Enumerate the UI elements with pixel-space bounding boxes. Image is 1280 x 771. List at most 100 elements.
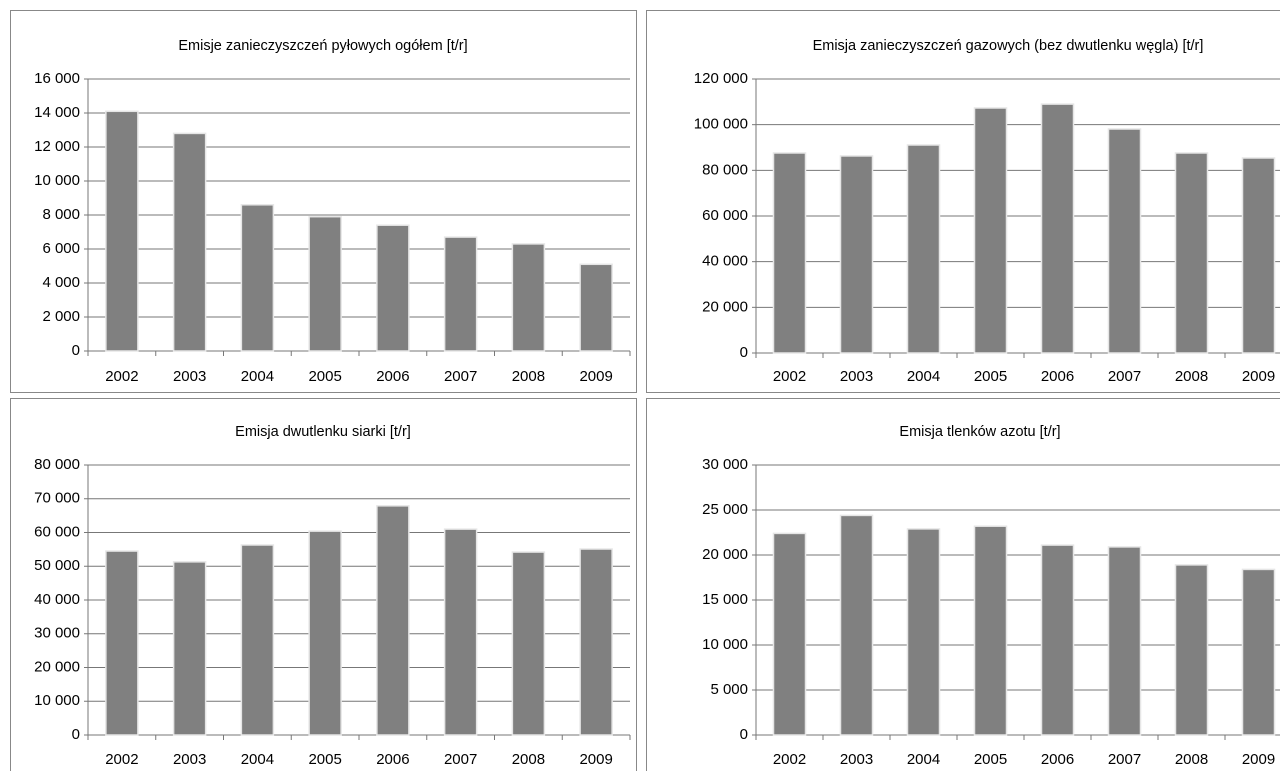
bar bbox=[973, 525, 1008, 736]
x-tick-label: 2005 bbox=[974, 368, 1007, 385]
bar bbox=[579, 263, 613, 352]
x-tick-label: 2006 bbox=[376, 368, 409, 385]
bar bbox=[105, 110, 139, 352]
x-tick-label: 2002 bbox=[105, 368, 138, 385]
y-tick-label: 100 000 bbox=[694, 116, 748, 133]
x-tick-label: 2002 bbox=[105, 751, 138, 768]
y-tick-label: 14 000 bbox=[34, 104, 80, 121]
chart-title: Emisja dwutlenku siarki [t/r] bbox=[235, 424, 411, 440]
y-tick-label: 120 000 bbox=[694, 70, 748, 87]
y-tick-label: 12 000 bbox=[34, 138, 80, 155]
bar bbox=[376, 224, 410, 352]
bar bbox=[172, 561, 207, 736]
x-tick-label: 2003 bbox=[173, 368, 206, 385]
bar bbox=[1241, 157, 1276, 354]
x-tick-label: 2009 bbox=[579, 751, 612, 768]
y-tick-label: 60 000 bbox=[702, 207, 748, 224]
chart-title: Emisje zanieczyszczeń pyłowych ogółem [t… bbox=[178, 38, 467, 54]
x-tick-label: 2003 bbox=[173, 751, 206, 768]
y-tick-label: 10 000 bbox=[34, 692, 80, 709]
y-tick-label: 60 000 bbox=[34, 523, 80, 540]
y-tick-label: 30 000 bbox=[702, 456, 748, 473]
bar bbox=[772, 152, 807, 354]
x-tick-label: 2005 bbox=[308, 368, 341, 385]
y-tick-label: 0 bbox=[740, 344, 748, 361]
bar bbox=[1174, 564, 1209, 736]
bar bbox=[973, 107, 1008, 354]
y-tick-label: 4 000 bbox=[42, 274, 80, 291]
x-tick-label: 2004 bbox=[907, 368, 940, 385]
x-tick-label: 2007 bbox=[1108, 751, 1141, 768]
y-tick-label: 6 000 bbox=[42, 240, 80, 257]
bar bbox=[1040, 544, 1075, 736]
x-tick-label: 2002 bbox=[773, 751, 806, 768]
y-tick-label: 0 bbox=[72, 342, 80, 359]
chart-title: Emisja zanieczyszczeń gazowych (bez dwut… bbox=[813, 38, 1204, 54]
bar bbox=[1241, 568, 1276, 736]
x-tick-label: 2003 bbox=[840, 368, 873, 385]
x-tick-label: 2004 bbox=[241, 368, 274, 385]
chart-title: Emisja tlenków azotu [t/r] bbox=[899, 424, 1060, 440]
bar bbox=[308, 215, 342, 352]
x-tick-label: 2006 bbox=[1041, 751, 1074, 768]
x-tick-label: 2004 bbox=[241, 751, 274, 768]
bar bbox=[1040, 103, 1075, 354]
bar bbox=[240, 544, 275, 736]
y-tick-label: 40 000 bbox=[702, 253, 748, 270]
y-tick-label: 50 000 bbox=[34, 557, 80, 574]
x-tick-label: 2004 bbox=[907, 751, 940, 768]
x-tick-label: 2007 bbox=[444, 368, 477, 385]
x-tick-label: 2008 bbox=[1175, 751, 1208, 768]
bar bbox=[1107, 128, 1142, 354]
y-tick-label: 80 000 bbox=[702, 161, 748, 178]
bar bbox=[772, 532, 807, 736]
bar bbox=[511, 243, 546, 352]
bar bbox=[906, 144, 941, 354]
y-tick-label: 10 000 bbox=[702, 636, 748, 653]
y-tick-label: 70 000 bbox=[34, 490, 80, 507]
bar bbox=[443, 236, 478, 352]
x-tick-label: 2003 bbox=[840, 751, 873, 768]
x-tick-label: 2009 bbox=[1242, 751, 1275, 768]
y-tick-label: 16 000 bbox=[34, 70, 80, 87]
x-tick-label: 2008 bbox=[512, 751, 545, 768]
x-tick-label: 2005 bbox=[974, 751, 1007, 768]
panel-border bbox=[646, 10, 1280, 393]
y-tick-label: 5 000 bbox=[710, 681, 748, 698]
bar bbox=[240, 204, 275, 352]
x-tick-label: 2005 bbox=[308, 751, 341, 768]
x-tick-label: 2006 bbox=[1041, 368, 1074, 385]
y-tick-label: 30 000 bbox=[34, 625, 80, 642]
bar bbox=[172, 132, 207, 352]
x-tick-label: 2008 bbox=[512, 368, 545, 385]
y-tick-label: 15 000 bbox=[702, 591, 748, 608]
x-tick-label: 2007 bbox=[444, 751, 477, 768]
y-tick-label: 40 000 bbox=[34, 591, 80, 608]
bar bbox=[1107, 546, 1142, 736]
y-tick-label: 20 000 bbox=[702, 546, 748, 563]
y-tick-label: 2 000 bbox=[42, 308, 80, 325]
y-tick-label: 8 000 bbox=[42, 206, 80, 223]
bar bbox=[308, 530, 342, 736]
bar bbox=[839, 155, 874, 354]
y-tick-label: 20 000 bbox=[702, 298, 748, 315]
y-tick-label: 0 bbox=[740, 726, 748, 743]
bar bbox=[906, 528, 941, 736]
y-tick-label: 25 000 bbox=[702, 501, 748, 518]
x-tick-label: 2008 bbox=[1175, 368, 1208, 385]
panel-border bbox=[10, 398, 637, 771]
x-tick-label: 2009 bbox=[579, 368, 612, 385]
bar bbox=[1174, 152, 1209, 354]
y-tick-label: 10 000 bbox=[34, 172, 80, 189]
bar bbox=[443, 528, 478, 736]
x-tick-label: 2006 bbox=[376, 751, 409, 768]
x-tick-label: 2002 bbox=[773, 368, 806, 385]
y-tick-label: 20 000 bbox=[34, 658, 80, 675]
x-tick-label: 2009 bbox=[1242, 368, 1275, 385]
panel-border bbox=[646, 398, 1280, 771]
bar bbox=[105, 550, 139, 736]
bar bbox=[511, 551, 546, 736]
bar bbox=[376, 505, 410, 736]
bar bbox=[579, 548, 613, 736]
